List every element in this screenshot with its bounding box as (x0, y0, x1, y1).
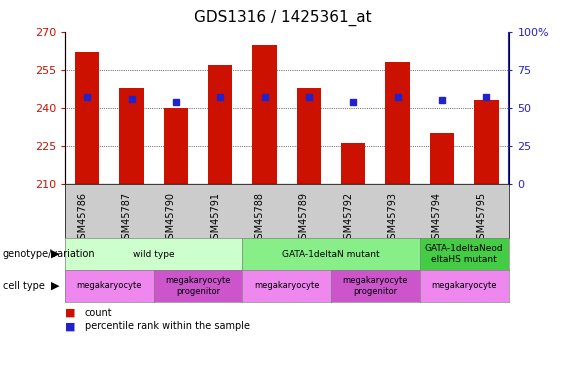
Bar (341, 143, 366, 184)
Bar (430, 133, 454, 184)
Bar (253, 45, 277, 184)
Text: megakaryocyte: megakaryocyte (254, 281, 319, 291)
Bar (119, 88, 144, 184)
Text: GDS1316 / 1425361_at: GDS1316 / 1425361_at (194, 9, 371, 26)
Text: cell type: cell type (3, 281, 45, 291)
Bar (385, 62, 410, 184)
Text: megakaryocyte: megakaryocyte (432, 281, 497, 291)
Bar (297, 88, 321, 184)
Bar (474, 100, 498, 184)
Bar (75, 52, 99, 184)
Text: GSM45786: GSM45786 (77, 192, 87, 245)
Text: GSM45795: GSM45795 (476, 192, 486, 245)
Text: GATA-1deltaNeod
eltaHS mutant: GATA-1deltaNeod eltaHS mutant (425, 244, 503, 264)
Text: GSM45793: GSM45793 (388, 192, 398, 245)
Text: GATA-1deltaN mutant: GATA-1deltaN mutant (282, 250, 380, 259)
Bar (208, 65, 232, 184)
Text: ■: ■ (65, 321, 76, 331)
Text: GSM45791: GSM45791 (210, 192, 220, 245)
Text: megakaryocyte
progenitor: megakaryocyte progenitor (343, 276, 408, 296)
Text: megakaryocyte
progenitor: megakaryocyte progenitor (166, 276, 231, 296)
Text: ■: ■ (65, 308, 76, 318)
Text: GSM45792: GSM45792 (344, 192, 353, 245)
Text: count: count (85, 308, 112, 318)
Text: GSM45790: GSM45790 (166, 192, 176, 245)
Text: megakaryocyte: megakaryocyte (77, 281, 142, 291)
Text: wild type: wild type (133, 250, 175, 259)
Text: ▶: ▶ (51, 249, 59, 259)
Text: GSM45794: GSM45794 (432, 192, 442, 245)
Text: genotype/variation: genotype/variation (3, 249, 95, 259)
Text: percentile rank within the sample: percentile rank within the sample (85, 321, 250, 331)
Bar (164, 108, 188, 184)
Text: ▶: ▶ (51, 281, 59, 291)
Text: GSM45787: GSM45787 (121, 192, 132, 245)
Text: GSM45789: GSM45789 (299, 192, 309, 245)
Text: GSM45788: GSM45788 (255, 192, 264, 245)
